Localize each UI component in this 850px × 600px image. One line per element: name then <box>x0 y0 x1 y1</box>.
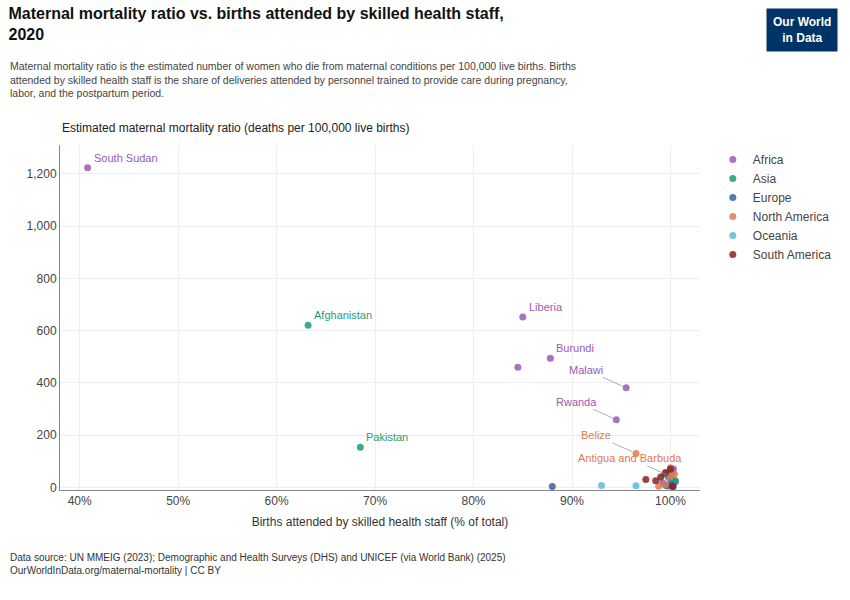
svg-text:Burundi: Burundi <box>556 342 594 354</box>
svg-text:Maternal mortality ratio is th: Maternal mortality ratio is the estimate… <box>10 60 576 99</box>
svg-text:40%: 40% <box>68 494 92 508</box>
svg-text:Estimated maternal mortality r: Estimated maternal mortality ratio (deat… <box>62 121 410 135</box>
svg-text:1,000: 1,000 <box>27 219 57 233</box>
svg-text:Asia: Asia <box>753 172 777 186</box>
svg-text:0: 0 <box>50 481 57 495</box>
svg-text:Data source: UN MMEIG (2023);: Data source: UN MMEIG (2023); Demographi… <box>10 552 506 576</box>
svg-text:Europe: Europe <box>753 191 792 205</box>
svg-text:Oceania: Oceania <box>753 229 798 243</box>
svg-text:200: 200 <box>37 428 57 442</box>
svg-text:Maternal mortality ratio vs. b: Maternal mortality ratio vs. births atte… <box>9 5 504 43</box>
svg-text:90%: 90% <box>560 494 584 508</box>
svg-text:Afghanistan: Afghanistan <box>314 309 372 321</box>
svg-text:Pakistan: Pakistan <box>366 431 408 443</box>
svg-text:Africa: Africa <box>753 153 784 167</box>
svg-text:800: 800 <box>37 272 57 286</box>
svg-text:Malawi: Malawi <box>569 364 603 376</box>
svg-text:Births attended by skilled hea: Births attended by skilled health staff … <box>252 515 509 529</box>
svg-text:600: 600 <box>37 324 57 338</box>
svg-text:South Sudan: South Sudan <box>94 152 158 164</box>
svg-text:1,200: 1,200 <box>27 167 57 181</box>
svg-text:Rwanda: Rwanda <box>556 396 597 408</box>
svg-text:100%: 100% <box>655 494 686 508</box>
svg-text:Belize: Belize <box>581 429 611 441</box>
svg-text:Our Worldin Data: Our Worldin Data <box>773 15 831 45</box>
svg-text:80%: 80% <box>462 494 486 508</box>
svg-text:Liberia: Liberia <box>529 301 563 313</box>
svg-text:70%: 70% <box>363 494 387 508</box>
svg-text:Antigua and Barbuda: Antigua and Barbuda <box>578 452 682 464</box>
svg-text:South America: South America <box>753 248 831 262</box>
svg-text:50%: 50% <box>166 494 190 508</box>
svg-text:North America: North America <box>753 210 829 224</box>
svg-text:60%: 60% <box>265 494 289 508</box>
svg-text:400: 400 <box>37 376 57 390</box>
